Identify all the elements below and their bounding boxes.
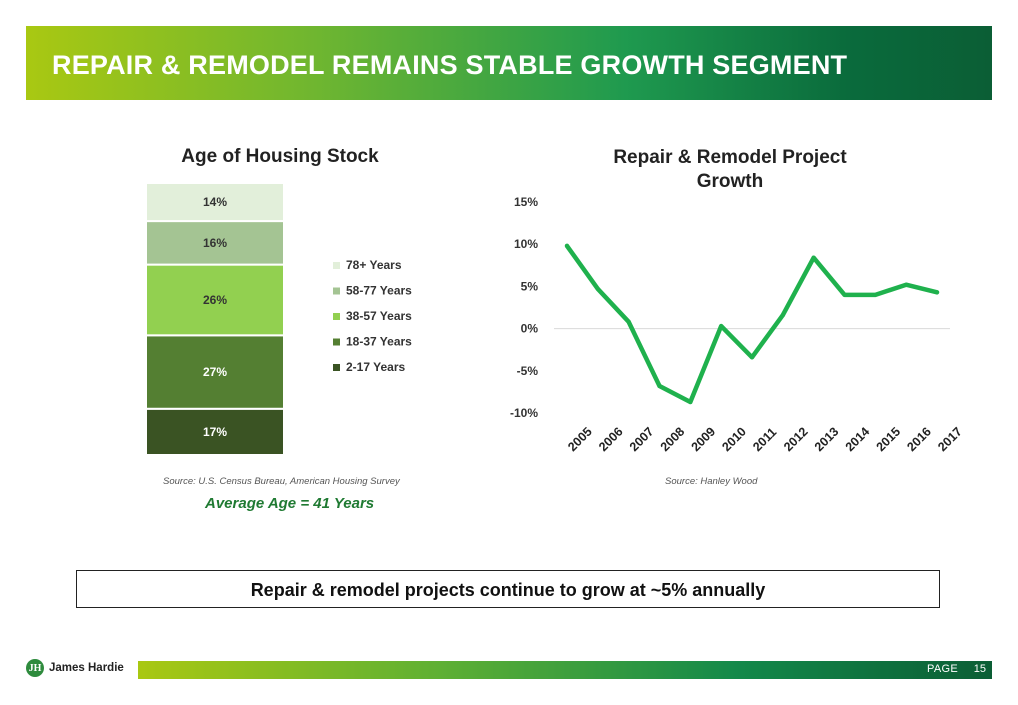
- page-title: REPAIR & REMODEL REMAINS STABLE GROWTH S…: [52, 50, 848, 80]
- x-tick-label: 2006: [596, 425, 626, 455]
- growth-point-2017: [935, 290, 939, 295]
- x-tick-label: 2016: [904, 425, 934, 455]
- growth-point-2007: [626, 319, 631, 324]
- source-right: Source: Hanley Wood: [665, 476, 758, 487]
- page-number: 15: [973, 663, 986, 675]
- x-tick-label: 2015: [874, 425, 904, 455]
- stack-segment-58-77-years: [145, 220, 285, 266]
- growth-series-line: [564, 243, 940, 405]
- growth-chart-title: Repair & Remodel Project Growth: [613, 147, 847, 192]
- x-tick-label: 2012: [781, 425, 811, 455]
- summary-text: Repair & remodel projects continue to gr…: [250, 580, 766, 600]
- y-tick-label: 5%: [521, 279, 539, 293]
- x-tick-label: 2010: [719, 425, 749, 455]
- housing-stock-chart: 17% 27% 26% 16% 14% 78+ Years 58-77 Years 38-57…: [145, 182, 412, 456]
- y-tick-label: -5%: [517, 364, 539, 378]
- y-tick-label: -10%: [510, 406, 538, 420]
- stack-label: 16%: [203, 236, 227, 250]
- growth-point-2011: [750, 355, 754, 360]
- stack-label: 14%: [203, 195, 227, 209]
- x-tick-label: 2008: [658, 425, 688, 455]
- stack-segment-18-37-years: [145, 334, 285, 410]
- x-tick-label: 2017: [935, 425, 965, 455]
- growth-point-2006: [595, 286, 600, 291]
- legend-swatch: [333, 262, 340, 269]
- growth-point-2008: [657, 383, 662, 388]
- company-logo: JH James Hardie: [26, 659, 124, 677]
- legend-label: 2-17 Years: [346, 360, 405, 374]
- growth-point-2016: [904, 282, 909, 287]
- stack-segment-78-years: [145, 182, 285, 223]
- summary-box: Repair & remodel projects continue to gr…: [76, 570, 940, 608]
- legend-label: 18-37 Years: [346, 335, 412, 349]
- average-age: Average Age = 41 Years: [205, 495, 375, 512]
- growth-point-2013: [811, 255, 816, 260]
- x-tick-label: 2011: [750, 425, 779, 454]
- stack-label: 27%: [203, 365, 227, 379]
- x-tick-label: 2014: [843, 425, 873, 455]
- y-tick-label: 10%: [514, 237, 538, 251]
- growth-point-2014: [842, 292, 847, 297]
- stack-segment-2-17-years: [145, 407, 285, 456]
- page-label: PAGE: [927, 663, 958, 675]
- logo-icon: JH: [26, 659, 44, 677]
- footer-bar: [138, 661, 992, 679]
- growth-point-2012: [780, 313, 785, 318]
- x-tick-label: 2007: [627, 425, 657, 455]
- legend-swatch: [333, 287, 340, 295]
- x-tick-label: 2013: [812, 425, 842, 455]
- y-tick-label: 15%: [514, 195, 538, 209]
- growth-point-2009: [688, 400, 693, 405]
- logo-text: James Hardie: [49, 662, 124, 674]
- legend-label: 58-77 Years: [346, 284, 412, 298]
- growth-point-2015: [873, 292, 878, 297]
- housing-chart-title: Age of Housing Stock: [181, 146, 379, 167]
- stack-label: 26%: [203, 293, 227, 307]
- title-banner: REPAIR & REMODEL REMAINS STABLE GROWTH S…: [26, 26, 992, 100]
- source-left: Source: U.S. Census Bureau, American Hou…: [163, 476, 400, 487]
- growth-point-2010: [719, 324, 724, 329]
- stack-label: 17%: [203, 425, 227, 439]
- x-tick-label: 2009: [689, 425, 719, 455]
- legend-swatch: [333, 338, 340, 346]
- y-tick-label: 0%: [521, 322, 539, 336]
- legend-swatch: [333, 313, 340, 320]
- legend-swatch: [333, 364, 340, 371]
- growth-point-2005: [565, 243, 569, 248]
- x-tick-label: 2005: [565, 425, 595, 455]
- legend-label: 38-57 Years: [346, 309, 412, 323]
- legend-label: 78+ Years: [346, 258, 402, 272]
- growth-line-chart: 15%10%5%0%-5%-10%2005 2006 2007 2008 2009 201…: [510, 195, 965, 455]
